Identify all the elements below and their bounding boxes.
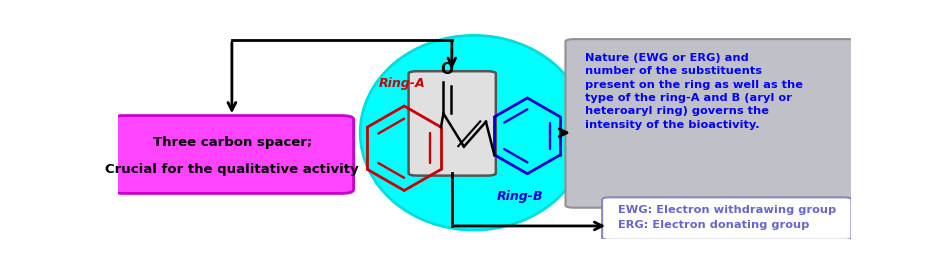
Text: EWG: Electron withdrawing group
ERG: Electron donating group: EWG: Electron withdrawing group ERG: Ele… xyxy=(619,205,836,230)
Ellipse shape xyxy=(360,36,587,230)
Text: Ring-B: Ring-B xyxy=(497,190,543,203)
Text: Ring-A: Ring-A xyxy=(378,76,425,90)
Text: O: O xyxy=(441,62,453,77)
Text: Nature (EWG or ERG) and
number of the substituents
present on the ring as well a: Nature (EWG or ERG) and number of the su… xyxy=(585,53,802,130)
Text: Three carbon spacer;: Three carbon spacer; xyxy=(152,136,312,149)
FancyBboxPatch shape xyxy=(566,39,856,208)
FancyBboxPatch shape xyxy=(111,116,354,193)
FancyBboxPatch shape xyxy=(603,197,851,240)
Text: Crucial for the qualitative activity: Crucial for the qualitative activity xyxy=(105,164,359,176)
FancyBboxPatch shape xyxy=(409,71,496,176)
